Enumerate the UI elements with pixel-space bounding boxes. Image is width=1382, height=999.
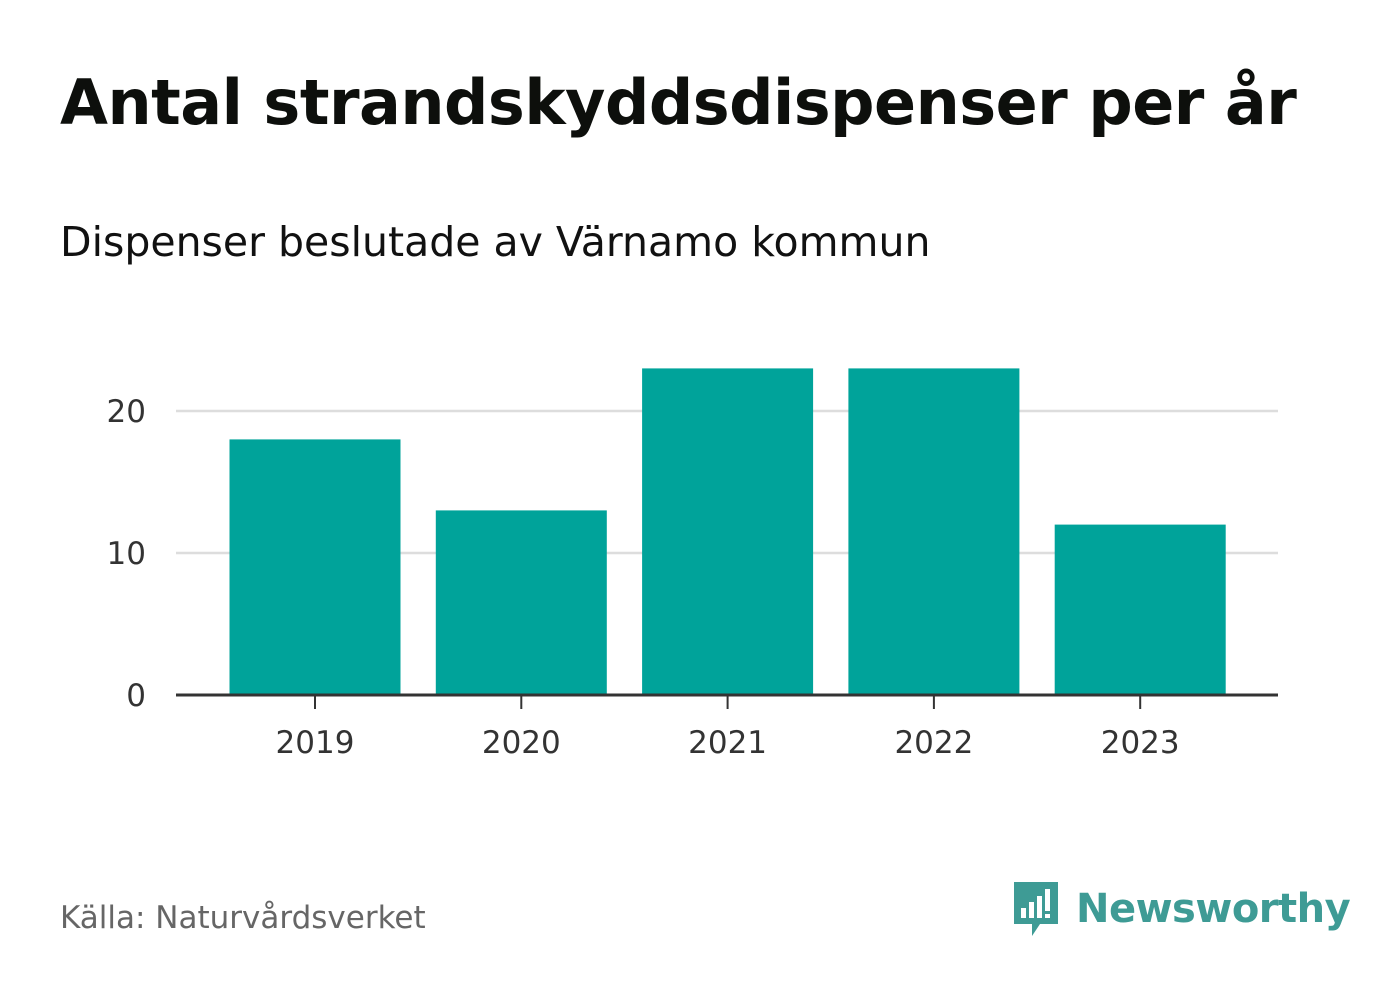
bar-2023 xyxy=(1054,524,1226,695)
x-tick-label-2022: 2022 xyxy=(894,725,973,761)
axes: 0 10 20 2019 2020 2021 2022 2023 xyxy=(107,394,1278,761)
x-tick-label-2020: 2020 xyxy=(482,725,561,761)
bars xyxy=(229,368,1226,695)
chart-subtitle: Dispenser beslutade av Värnamo kommun xyxy=(60,218,931,266)
speech-bubble-bar-chart-icon xyxy=(1014,882,1058,936)
y-tick-label-20: 20 xyxy=(107,394,146,430)
bar-2021 xyxy=(642,368,814,695)
x-tick-label-2023: 2023 xyxy=(1101,725,1180,761)
x-tick-label-2021: 2021 xyxy=(688,725,767,761)
chart-title: Antal strandskyddsdispenser per år xyxy=(60,66,1297,139)
y-tick-label-10: 10 xyxy=(107,536,146,572)
y-tick-label-0: 0 xyxy=(126,678,146,714)
bar-2022 xyxy=(848,368,1020,695)
brand-logo: Newsworthy xyxy=(1010,878,1351,940)
bar-2020 xyxy=(435,510,607,695)
brand-name: Newsworthy xyxy=(1076,886,1351,932)
source-note: Källa: Naturvårdsverket xyxy=(60,900,426,936)
x-tick-label-2019: 2019 xyxy=(276,725,355,761)
bar-2019 xyxy=(229,439,401,695)
